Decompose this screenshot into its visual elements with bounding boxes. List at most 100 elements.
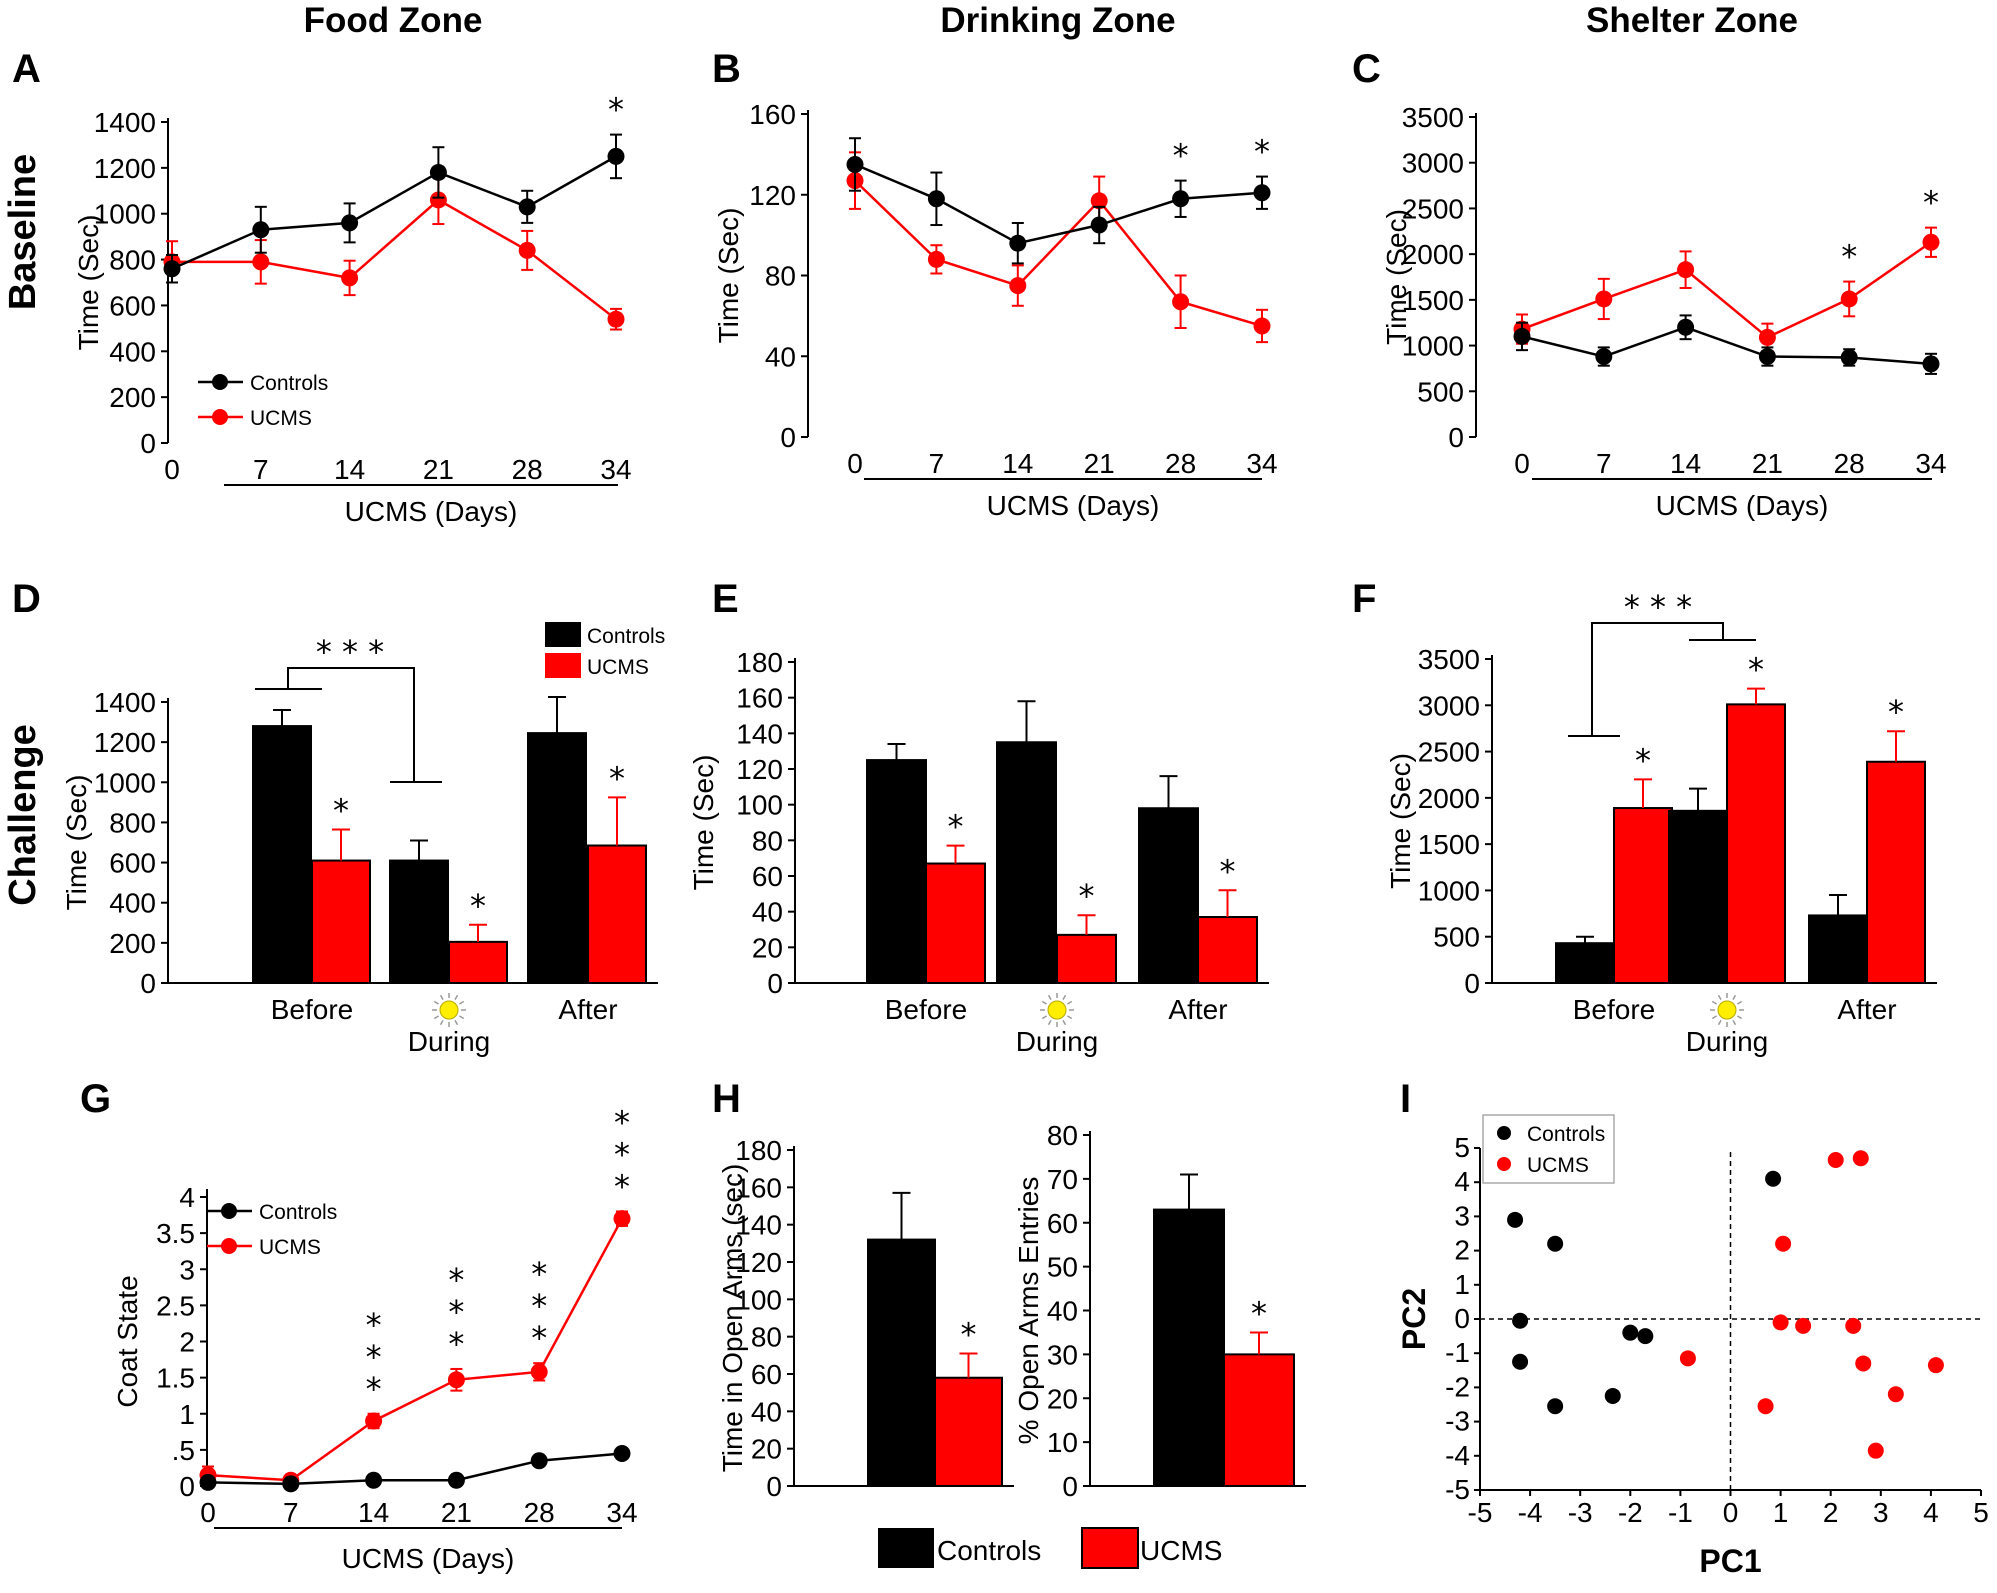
A-y-tick-label: 1200 <box>94 153 156 184</box>
C-controls-point <box>1922 355 1940 373</box>
I-legend-ucms-label: UCMS <box>1527 1154 1589 1177</box>
G-ucms-point <box>447 1371 465 1389</box>
B-x-tick-label: 21 <box>1084 448 1115 479</box>
F-y-tick-label: 2000 <box>1418 783 1480 814</box>
G-y-tick-label: 3.5 <box>156 1218 195 1249</box>
D-significance-star: * <box>609 759 625 797</box>
B-y-tick-label: 120 <box>749 180 796 211</box>
E-ucms-bar <box>925 862 986 984</box>
chart-a-food-baseline: 0 200 400 600 800 1000 1200 1400 0 7 14 21 28 34 UCMS … <box>73 91 632 527</box>
G-ucms-line <box>207 1218 624 1482</box>
D-significance-star: * <box>333 791 349 829</box>
panel-label-c: C <box>1352 47 1381 91</box>
G-controls-point <box>613 1444 631 1462</box>
H1-controls-bar <box>867 1238 936 1487</box>
B-ucms-point <box>1009 277 1027 295</box>
I-y-tick-label: 2 <box>1454 1235 1470 1266</box>
I-x-tick-label: 5 <box>1973 1497 1989 1528</box>
I-ucms-point <box>1855 1355 1872 1372</box>
I-ucms-point <box>1867 1442 1884 1459</box>
E-significance-star: * <box>948 808 964 846</box>
D-controls-bar <box>252 725 312 984</box>
panel-label-e: E <box>712 577 739 621</box>
A-x-tick-label: 0 <box>164 454 180 485</box>
B-x-tick-label: 7 <box>929 448 945 479</box>
E-y-tick-label: 0 <box>767 968 783 999</box>
D-sun-ray <box>439 1020 444 1026</box>
G-ucms-point <box>613 1210 631 1228</box>
A-y-tick-label: 400 <box>109 336 156 367</box>
I-controls-point <box>1512 1312 1529 1329</box>
A-y-axis-label: Time (Sec) <box>73 215 104 351</box>
chart-G-legend-controls-marker <box>221 1203 237 1219</box>
G-controls-point <box>199 1473 217 1491</box>
E-x-tick-label: After <box>1168 994 1227 1025</box>
B-significance-star: * <box>1173 137 1189 175</box>
C-x-tick-label: 7 <box>1596 448 1612 479</box>
G-x-tick-label: 7 <box>283 1497 299 1528</box>
I-controls-point <box>1507 1211 1524 1228</box>
chart-h-open-arms-entries: 0 10 20 30 40 50 60 70 80 * % Open Arms Entries <box>1013 1120 1306 1502</box>
G-y-tick-label: 0 <box>179 1471 195 1502</box>
A-controls-line <box>171 155 617 270</box>
E-controls-bar <box>866 759 927 984</box>
G-significance-star: * <box>531 1287 547 1325</box>
E-sun-ray <box>1047 1020 1052 1026</box>
H1-y-tick-label: 100 <box>735 1284 782 1315</box>
C-ucms-point <box>1758 328 1776 346</box>
F-significance-star: * <box>1635 741 1651 779</box>
A-controls-point <box>341 214 359 232</box>
B-x-axis-label: UCMS (Days) <box>987 490 1160 521</box>
B-y-tick-label: 0 <box>780 422 796 453</box>
G-ucms-point <box>365 1412 383 1430</box>
B-y-tick-label: 40 <box>765 341 796 372</box>
F-y-tick-label: 1500 <box>1418 829 1480 860</box>
C-ucms-point <box>1677 261 1695 279</box>
F-light-sun-icon <box>1710 993 1744 1027</box>
I-ucms-point <box>1852 1150 1869 1167</box>
F-x-tick-label: After <box>1837 994 1896 1025</box>
H2-y-tick-label: 10 <box>1047 1427 1078 1458</box>
I-legend-ucms-marker <box>1497 1157 1511 1171</box>
A-y-tick-label: 1000 <box>94 199 156 230</box>
D-y-tick-label: 200 <box>109 928 156 959</box>
D-ucms-bar <box>448 940 508 985</box>
I-x-tick-label: -3 <box>1568 1497 1593 1528</box>
H1-y-tick-label: 20 <box>751 1434 782 1465</box>
I-controls-point <box>1765 1170 1782 1187</box>
H1-y-tick-label: 120 <box>735 1247 782 1278</box>
A-y-tick-label: 800 <box>109 245 156 276</box>
F-y-tick-label: 1000 <box>1418 875 1480 906</box>
H1-y-tick-label: 60 <box>751 1359 782 1390</box>
C-x-tick-label: 34 <box>1915 448 1946 479</box>
C-y-tick-label: 3000 <box>1402 148 1464 179</box>
G-y-tick-label: .5 <box>172 1435 195 1466</box>
E-y-axis-label: Time (Sec) <box>688 755 719 891</box>
D-y-tick-label: 800 <box>109 807 156 838</box>
E-significance-star: * <box>1079 877 1095 915</box>
D-x-tick-label: During <box>408 1026 490 1057</box>
C-y-tick-label: 2000 <box>1402 239 1464 270</box>
A-significance-star: * <box>608 91 624 129</box>
E-y-tick-label: 20 <box>752 932 783 963</box>
C-y-tick-label: 500 <box>1417 376 1464 407</box>
B-y-tick-label: 160 <box>749 99 796 130</box>
I-x-tick-label: 4 <box>1923 1497 1939 1528</box>
I-controls-point <box>1637 1328 1654 1345</box>
D-y-tick-label: 400 <box>109 888 156 919</box>
chart-G-legend-ucms-marker <box>221 1238 237 1254</box>
E-significance-star: * <box>1220 852 1236 890</box>
H2-ucms-bar <box>1223 1353 1295 1487</box>
A-controls-point <box>252 221 270 239</box>
row-label-challenge: Challenge <box>2 724 44 906</box>
I-y-tick-label: -5 <box>1445 1474 1470 1505</box>
I-ucms-point <box>1757 1398 1774 1415</box>
F-sun-core <box>1717 1000 1737 1020</box>
C-x-tick-label: 28 <box>1834 448 1865 479</box>
G-y-tick-label: 1 <box>179 1399 195 1430</box>
G-y-tick-label: 4 <box>179 1182 195 1213</box>
E-y-tick-label: 40 <box>752 897 783 928</box>
B-controls-point <box>927 190 945 208</box>
F-x-tick-label: Before <box>1573 994 1656 1025</box>
